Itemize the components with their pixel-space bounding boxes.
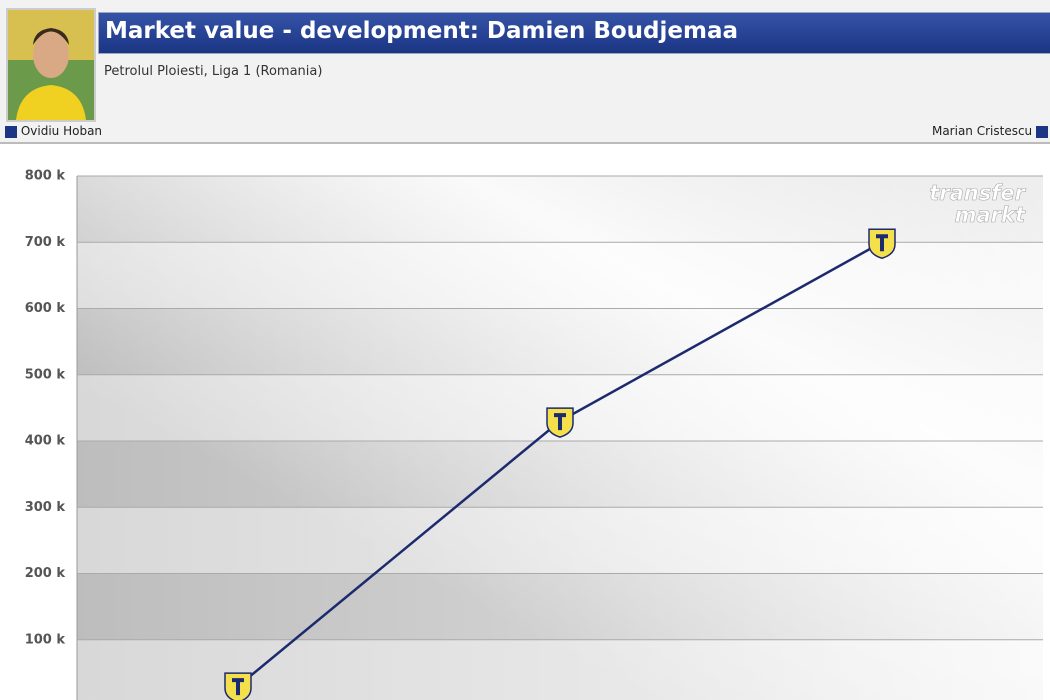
photo-art (8, 10, 94, 120)
title-bar: Market value - development: Damien Boudj… (98, 12, 1050, 54)
page-title: Market value - development: Damien Boudj… (105, 18, 739, 44)
watermark: markt (955, 203, 1026, 227)
club-badge (546, 407, 574, 438)
badge-mark (876, 234, 888, 252)
y-tick-label: 800 k (25, 169, 66, 184)
watermark: transfer (929, 181, 1026, 205)
y-tick-label: 100 k (25, 632, 66, 647)
header: Market value - development: Damien Boudj… (0, 0, 1050, 144)
prev-player[interactable]: Ovidiu Hoban (5, 124, 102, 138)
chart: 100 k 200 k 300 k 400 k 500 k 600 k 700 k 800 k… (25, 169, 1043, 700)
y-tick-label: 600 k (25, 301, 66, 316)
player-photo (6, 8, 96, 122)
subtitle: Petrolul Ploiesti, Liga 1 (Romania) (104, 64, 323, 79)
y-tick-label: 700 k (25, 235, 66, 250)
next-player[interactable]: Marian Cristescu (932, 124, 1048, 138)
y-tick-label: 500 k (25, 367, 66, 382)
badge-mark (232, 678, 244, 696)
badge-mark (554, 413, 566, 431)
y-tick-label: 200 k (25, 566, 66, 581)
prev-name[interactable]: Ovidiu Hoban (20, 124, 103, 138)
club-badge (868, 228, 896, 260)
y-tick-label: 300 k (25, 500, 66, 515)
next-name[interactable]: Marian Cristescu (931, 124, 1033, 138)
club-badge (224, 672, 252, 700)
y-tick-label: 400 k (25, 434, 66, 449)
highlight (77, 176, 1043, 700)
